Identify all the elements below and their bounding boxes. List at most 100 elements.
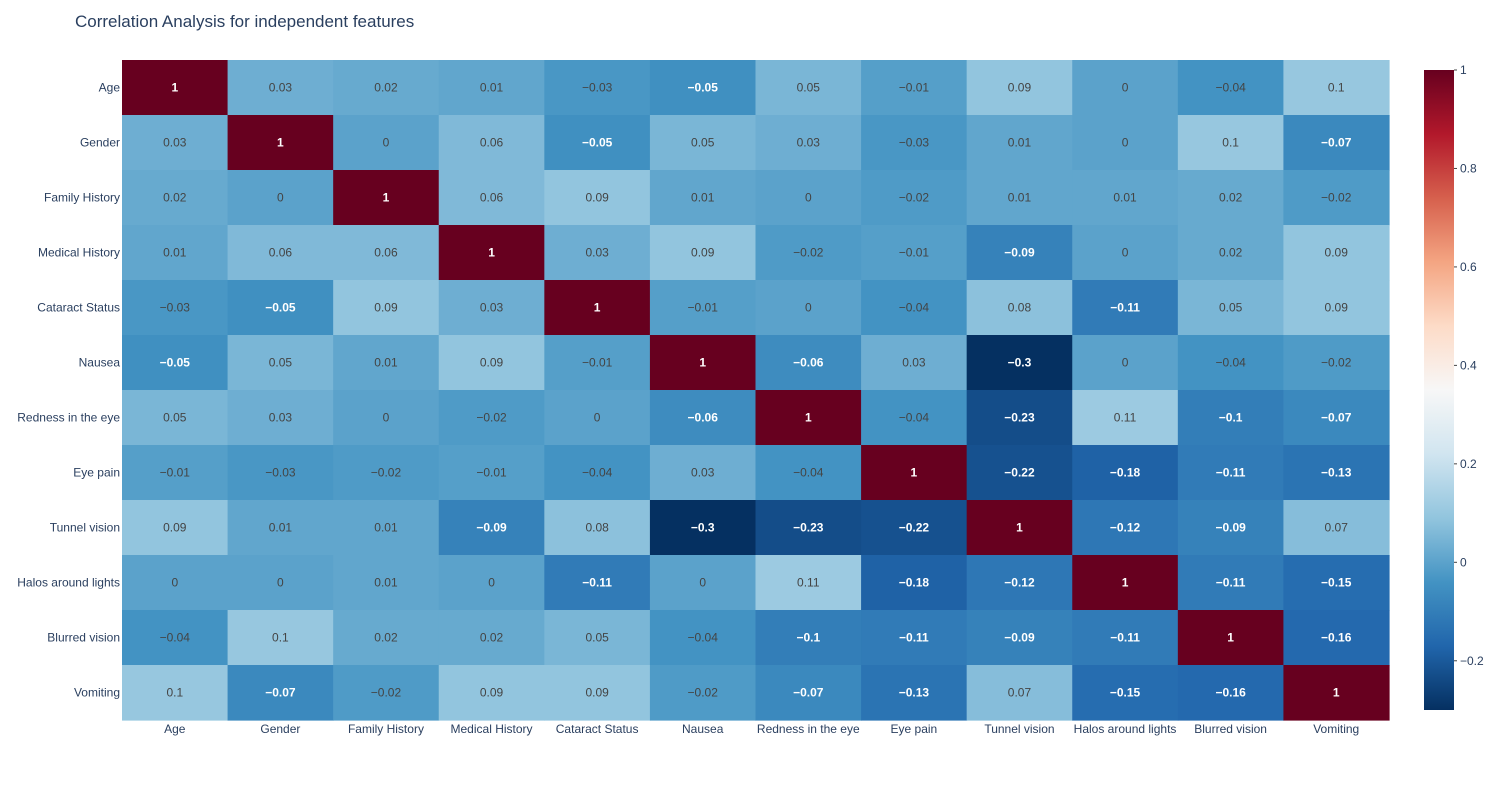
heatmap-cell-label: 0 — [594, 411, 601, 425]
x-tick-label: Redness in the eye — [757, 722, 860, 736]
heatmap-cell — [1177, 610, 1285, 666]
heatmap-cell — [438, 555, 545, 611]
heatmap-cell — [966, 445, 1073, 501]
heatmap-cell — [649, 665, 757, 721]
heatmap-cell-label: 0.02 — [1219, 246, 1243, 260]
heatmap-cell-label: −0.18 — [1110, 466, 1141, 480]
heatmap-cell-label: 0.03 — [269, 81, 293, 95]
heatmap-cell — [1177, 170, 1285, 226]
heatmap-cell-label: 0.02 — [163, 191, 187, 205]
heatmap-cell — [438, 170, 545, 226]
x-tick-label: Vomiting — [1313, 722, 1359, 736]
heatmap-cell-label: −0.13 — [899, 686, 930, 700]
heatmap-cell — [333, 225, 440, 281]
heatmap-cell — [966, 170, 1073, 226]
heatmap-cell — [544, 60, 651, 116]
heatmap-cell — [755, 60, 862, 116]
heatmap-cell — [755, 170, 862, 226]
heatmap-cell — [122, 335, 229, 391]
heatmap-cell-label: 0.05 — [1219, 301, 1243, 315]
colorbar-bar — [1424, 70, 1454, 710]
heatmap-cell — [1283, 445, 1390, 501]
heatmap-cell — [333, 555, 440, 611]
heatmap-cell-label: 0.03 — [902, 356, 926, 370]
heatmap-cell — [649, 610, 757, 666]
heatmap-cell — [122, 610, 229, 666]
heatmap-cell-label: 1 — [1333, 686, 1340, 700]
heatmap-cell-label: −0.05 — [265, 301, 296, 315]
heatmap-cell-label: −0.04 — [1215, 356, 1246, 370]
colorbar-tick-label: 0.8 — [1460, 161, 1477, 175]
colorbar-tick-label: 0.2 — [1460, 457, 1477, 471]
colorbar-tick-label: 0 — [1460, 555, 1467, 569]
heatmap-cell-label: −0.22 — [1004, 466, 1035, 480]
heatmap-cell — [544, 555, 651, 611]
x-tick-label: Cataract Status — [556, 722, 639, 736]
heatmap-cell — [966, 60, 1073, 116]
heatmap-cell — [544, 500, 651, 556]
heatmap-cell-label: −0.01 — [688, 301, 719, 315]
heatmap-cell-label: 0 — [277, 576, 284, 590]
heatmap-cell-label: 0.09 — [1325, 246, 1349, 260]
heatmap-cell — [1283, 335, 1390, 391]
heatmap-cell-label: 0.06 — [374, 246, 398, 260]
heatmap-cell — [755, 445, 862, 501]
heatmap-cell-label: 0.01 — [269, 521, 293, 535]
heatmap-cell-label: −0.15 — [1110, 686, 1141, 700]
heatmap-cell — [649, 280, 757, 336]
heatmap-cell — [649, 115, 757, 171]
heatmap-cell-label: −0.23 — [793, 521, 824, 535]
heatmap-cell — [333, 500, 440, 556]
heatmap-cell — [861, 335, 968, 391]
heatmap-cell-label: −0.22 — [899, 521, 930, 535]
y-tick-label: Family History — [44, 191, 120, 205]
heatmap-cell-label: −0.16 — [1215, 686, 1246, 700]
heatmap-cell-label: 0 — [1122, 81, 1129, 95]
heatmap-cell — [438, 60, 545, 116]
heatmap-cell-label: −0.12 — [1004, 576, 1035, 590]
heatmap-cell — [1177, 445, 1285, 501]
y-tick-label: Redness in the eye — [17, 411, 120, 425]
heatmap-cell-label: −0.01 — [582, 356, 613, 370]
heatmap-cell — [544, 610, 651, 666]
heatmap-cell-label: 0 — [383, 411, 390, 425]
heatmap-cell — [1072, 390, 1179, 446]
x-axis: Age Gender Family History Medical History Ca… — [164, 722, 1359, 736]
heatmap-cell — [1072, 60, 1179, 116]
heatmap-cell-label: −0.06 — [793, 356, 824, 370]
heatmap-cell — [1072, 115, 1179, 171]
heatmap-cell — [333, 665, 440, 721]
heatmap-cell — [755, 280, 862, 336]
heatmap-cell-label: 0.03 — [269, 411, 293, 425]
y-tick-label: Cataract Status — [37, 301, 120, 315]
heatmap-cell-label: 0.02 — [374, 631, 398, 645]
heatmap-cell — [333, 390, 440, 446]
heatmap-cell — [438, 665, 545, 721]
heatmap-cell-label: 1 — [699, 356, 706, 370]
heatmap-cell — [755, 500, 862, 556]
heatmap-cell-label: 0.03 — [480, 301, 504, 315]
heatmap-cell-label: −0.11 — [1216, 466, 1246, 480]
heatmap-cell-label: 0 — [1122, 356, 1129, 370]
heatmap-cell-label: 0.11 — [1114, 411, 1137, 425]
x-tick-label: Eye pain — [891, 722, 938, 736]
heatmap-cell-label: −0.02 — [476, 411, 507, 425]
heatmap-cell-label: 0.09 — [1325, 301, 1349, 315]
heatmap-cell — [861, 115, 968, 171]
heatmap-cell — [438, 610, 545, 666]
x-tick-label: Halos around lights — [1074, 722, 1177, 736]
heatmap-cell — [1177, 390, 1285, 446]
heatmap-cell-label: 0.05 — [585, 631, 609, 645]
heatmap-cell — [1283, 610, 1390, 666]
heatmap-cell — [1177, 225, 1285, 281]
heatmap-cell-label: 0.1 — [1222, 136, 1239, 150]
heatmap-cell-label: 0.03 — [691, 466, 715, 480]
heatmap-cell — [1177, 665, 1285, 721]
heatmap-cell — [438, 500, 545, 556]
heatmap-cell-label: 0.03 — [585, 246, 609, 260]
heatmap-cell — [227, 665, 334, 721]
heatmap-cell — [1283, 170, 1390, 226]
heatmap-cell — [966, 280, 1073, 336]
heatmap-cell — [122, 500, 229, 556]
